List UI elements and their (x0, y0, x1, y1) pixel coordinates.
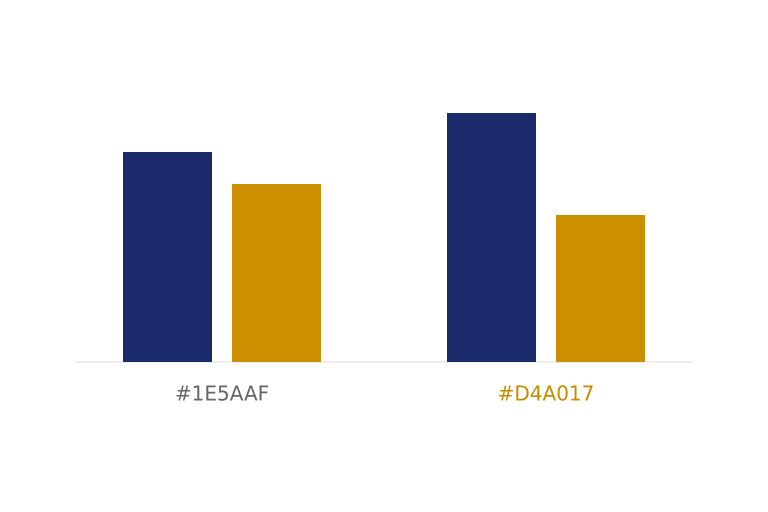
bar (123, 152, 212, 362)
bar (447, 113, 536, 362)
bar (556, 215, 645, 362)
x-tick-label: #1E5AAF (175, 382, 269, 406)
x-tick-label: #D4A017 (498, 382, 595, 406)
bar (232, 184, 321, 362)
